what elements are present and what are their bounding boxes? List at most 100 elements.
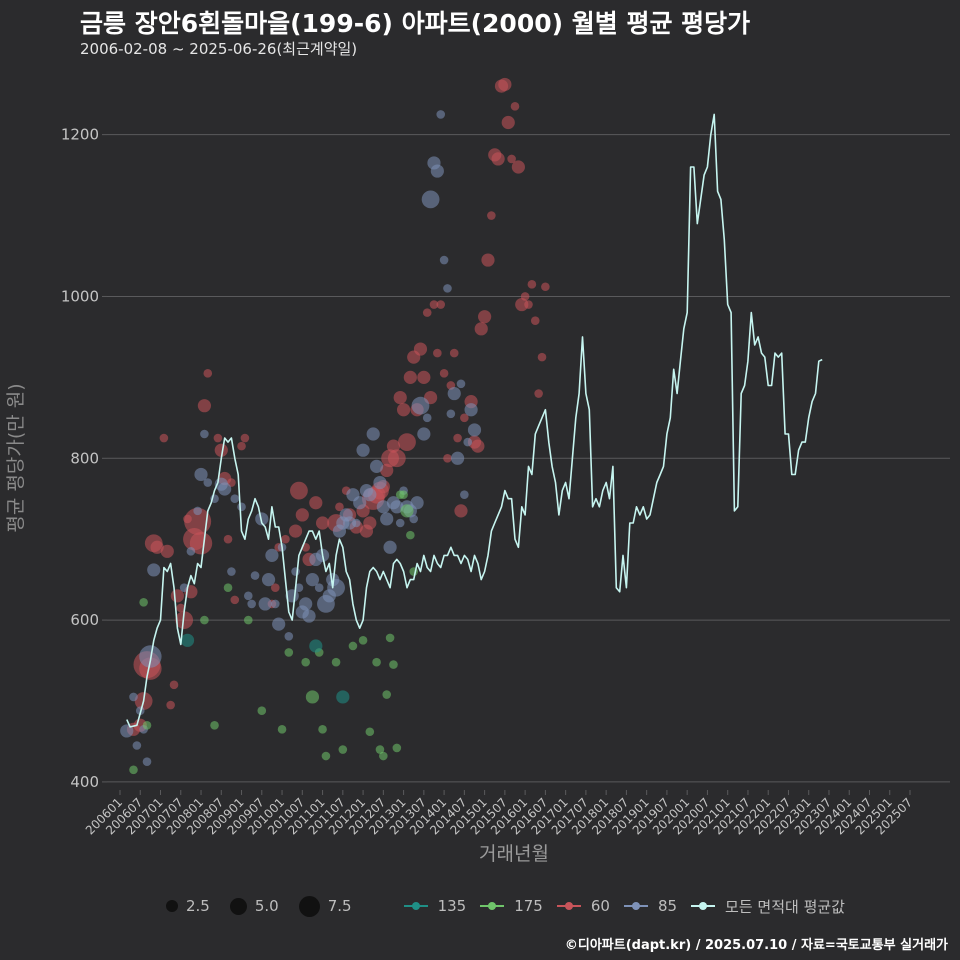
source-caption: ©디아파트(dapt.kr) / 2025.07.10 / 자료=국토교통부 실… — [564, 938, 948, 953]
point-60 — [449, 348, 459, 358]
point-60 — [335, 502, 344, 512]
point-85 — [390, 500, 404, 514]
point-85 — [363, 488, 377, 502]
point-175 — [392, 743, 402, 753]
point-85 — [467, 423, 482, 437]
point-175 — [301, 657, 310, 667]
point-175 — [399, 490, 408, 499]
point-60 — [197, 399, 212, 413]
point-85 — [230, 494, 240, 504]
point-175 — [318, 725, 327, 734]
point-60 — [478, 310, 492, 324]
point-60 — [281, 534, 290, 544]
point-175 — [284, 648, 294, 657]
point-60 — [515, 297, 529, 312]
point-85 — [250, 571, 260, 580]
point-85 — [356, 443, 370, 457]
point-85 — [291, 567, 300, 576]
point-85 — [255, 512, 269, 526]
point-135 — [180, 633, 195, 647]
point-85 — [132, 741, 142, 750]
point-85 — [305, 573, 320, 587]
legend-area-85: 85 — [623, 897, 677, 915]
point-175 — [321, 751, 331, 761]
point-85 — [430, 164, 444, 178]
point-175 — [200, 615, 209, 625]
x-axis-label: 거래년월 — [479, 843, 549, 865]
point-85 — [373, 475, 387, 490]
point-85 — [302, 609, 316, 623]
point-60 — [160, 544, 174, 558]
point-175 — [385, 633, 395, 643]
point-85 — [179, 583, 189, 593]
legend-area-175: 175 — [480, 897, 543, 915]
point-85 — [380, 512, 394, 526]
point-85 — [417, 427, 431, 441]
point-60 — [422, 308, 432, 317]
point-85 — [369, 459, 384, 473]
point-175 — [210, 720, 219, 730]
point-60 — [175, 611, 194, 629]
point-60 — [429, 300, 439, 309]
point-85 — [460, 490, 469, 499]
point-85 — [142, 757, 152, 766]
point-60 — [501, 115, 515, 130]
point-85 — [203, 478, 213, 487]
point-60 — [189, 532, 213, 555]
point-135 — [309, 639, 323, 653]
point-175 — [331, 657, 341, 667]
point-60 — [237, 441, 246, 451]
point-60 — [510, 102, 520, 111]
point-85 — [342, 516, 357, 530]
point-60 — [403, 370, 417, 384]
point-85 — [411, 396, 430, 415]
point-85 — [237, 502, 246, 512]
y-tick-label: 400 — [70, 773, 99, 791]
point-60 — [443, 453, 452, 463]
point-85 — [284, 631, 294, 641]
point-60 — [436, 300, 446, 309]
point-60 — [393, 390, 407, 405]
point-175 — [365, 727, 375, 737]
point-85 — [147, 563, 161, 577]
point-85 — [247, 599, 256, 609]
point-85 — [227, 567, 236, 576]
point-60 — [454, 504, 468, 518]
point-60 — [223, 534, 233, 544]
point-85 — [422, 413, 432, 423]
point-60 — [453, 433, 462, 443]
point-85 — [376, 500, 390, 514]
point-60 — [439, 369, 449, 378]
chart-title: 금릉 장안6흰돌마을(199-6) 아파트(2000) 월별 평균 평당가 — [80, 9, 751, 38]
point-175 — [382, 690, 392, 699]
point-60 — [520, 292, 530, 301]
point-175 — [139, 597, 148, 607]
point-60 — [487, 211, 496, 220]
point-60 — [524, 300, 533, 309]
point-175 — [406, 530, 415, 540]
point-60 — [315, 516, 330, 530]
point-60 — [230, 595, 240, 605]
point-85 — [270, 599, 280, 609]
legend-average: 모든 면적대 평균값 — [691, 896, 845, 917]
y-axis: 400 600 800 1000 1200 — [61, 126, 107, 791]
point-85 — [463, 437, 473, 447]
point-60 — [398, 433, 416, 451]
legend-area-60: 60 — [556, 897, 610, 915]
point-60 — [169, 680, 179, 690]
point-175 — [400, 504, 414, 518]
point-60 — [471, 439, 485, 453]
point-175 — [348, 641, 358, 651]
point-85 — [456, 379, 466, 389]
point-60 — [413, 342, 428, 356]
point-60 — [295, 508, 309, 522]
point-60 — [363, 516, 377, 530]
average-line — [126, 113, 823, 728]
legend-size-small: 2.5 — [160, 897, 210, 915]
point-175 — [243, 615, 253, 625]
point-175 — [379, 751, 388, 761]
point-85 — [193, 506, 202, 516]
point-85 — [129, 692, 138, 702]
point-60 — [213, 433, 223, 443]
